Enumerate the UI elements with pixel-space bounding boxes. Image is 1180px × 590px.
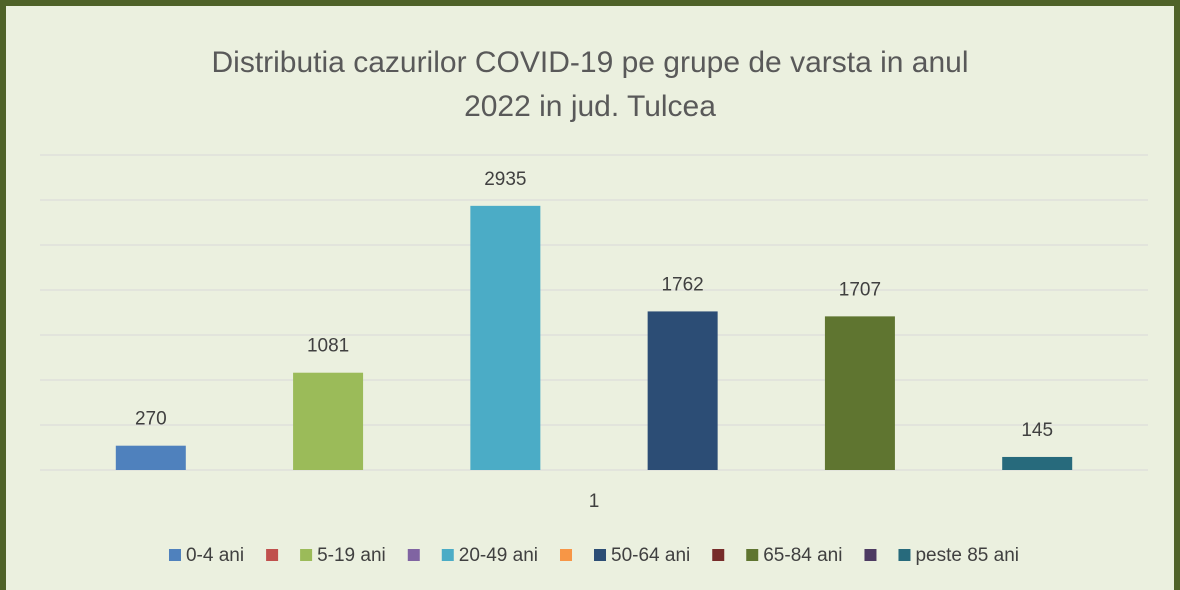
legend-swatch	[712, 549, 725, 561]
legend-label: 50-64 ani	[611, 545, 690, 566]
legend-swatch	[407, 549, 420, 561]
legend-swatch	[300, 549, 313, 561]
chart-title: Distributia cazurilor COVID-19 pe grupe …	[211, 46, 968, 79]
bar	[470, 205, 541, 470]
legend-label: 5-19 ani	[317, 545, 386, 566]
data-label: 145	[1021, 420, 1053, 441]
legend-label: peste 85 ani	[915, 545, 1019, 566]
legend-swatch	[168, 549, 181, 561]
bar	[115, 445, 186, 470]
bar	[824, 316, 895, 470]
legend-label: 20-49 ani	[459, 545, 538, 566]
data-label: 2935	[484, 169, 526, 190]
legend-swatch	[560, 549, 573, 561]
legend-swatch	[898, 549, 911, 561]
data-label: 1707	[839, 279, 881, 300]
legend-label: 65-84 ani	[763, 545, 842, 566]
legend-swatch	[746, 549, 759, 561]
data-label: 270	[135, 409, 167, 430]
bar	[647, 311, 718, 470]
chart-subtitle: 2022 in jud. Tulcea	[464, 90, 716, 123]
legend-swatch	[594, 549, 607, 561]
x-tick-label: 1	[589, 491, 600, 512]
data-label: 1762	[661, 274, 703, 295]
legend-label: 0-4 ani	[186, 545, 244, 566]
bar	[293, 372, 364, 470]
legend-swatch	[441, 549, 454, 561]
data-label: 1081	[307, 336, 349, 357]
legend-swatch	[266, 549, 279, 561]
legend-swatch	[864, 549, 877, 561]
bar	[1002, 456, 1073, 470]
